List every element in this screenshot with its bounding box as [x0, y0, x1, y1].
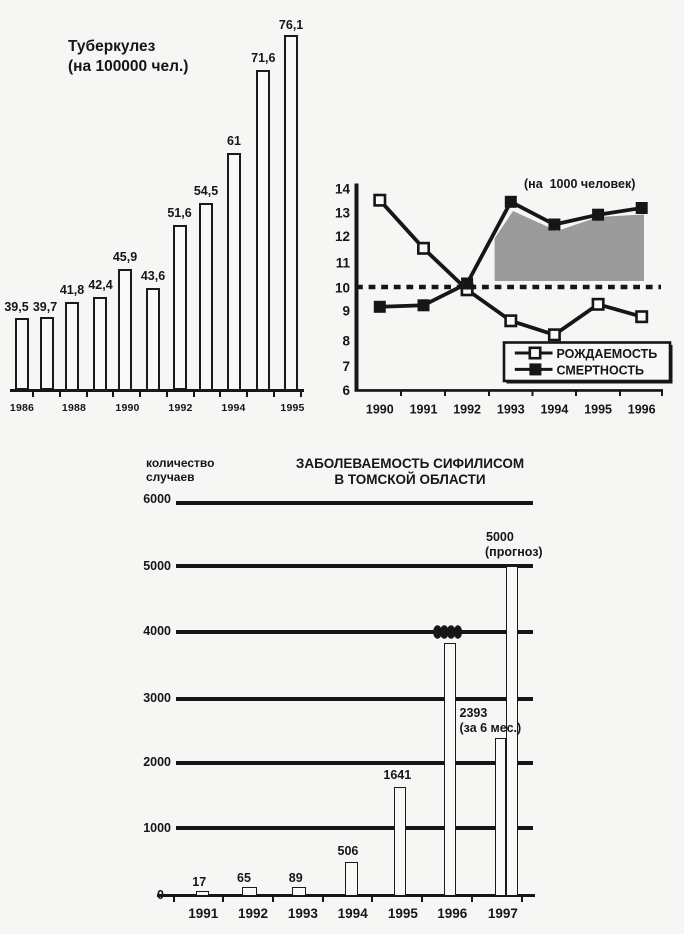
svg-text:1992: 1992 [453, 403, 481, 417]
svg-text:9: 9 [342, 304, 350, 319]
svg-text:1991: 1991 [410, 403, 438, 417]
svg-text:РОЖДАЕМОСТЬ: РОЖДАЕМОСТЬ [557, 347, 658, 361]
svg-text:10: 10 [335, 280, 350, 295]
svg-text:12: 12 [335, 229, 350, 244]
svg-text:1994: 1994 [540, 403, 568, 417]
svg-text:7: 7 [342, 359, 350, 374]
svg-text:1995: 1995 [584, 403, 612, 417]
svg-text:8: 8 [342, 333, 350, 348]
svg-text:1993: 1993 [497, 403, 525, 417]
svg-text:14: 14 [335, 181, 351, 196]
svg-text:6: 6 [342, 383, 350, 398]
svg-text:1990: 1990 [366, 403, 394, 417]
svg-text:11: 11 [336, 255, 351, 270]
svg-text:1996: 1996 [628, 403, 656, 417]
svg-text:13: 13 [335, 205, 351, 220]
svg-text:СМЕРТНОСТЬ: СМЕРТНОСТЬ [557, 363, 645, 377]
svg-text:(на 1000 человек): (на 1000 человек) [524, 177, 635, 191]
